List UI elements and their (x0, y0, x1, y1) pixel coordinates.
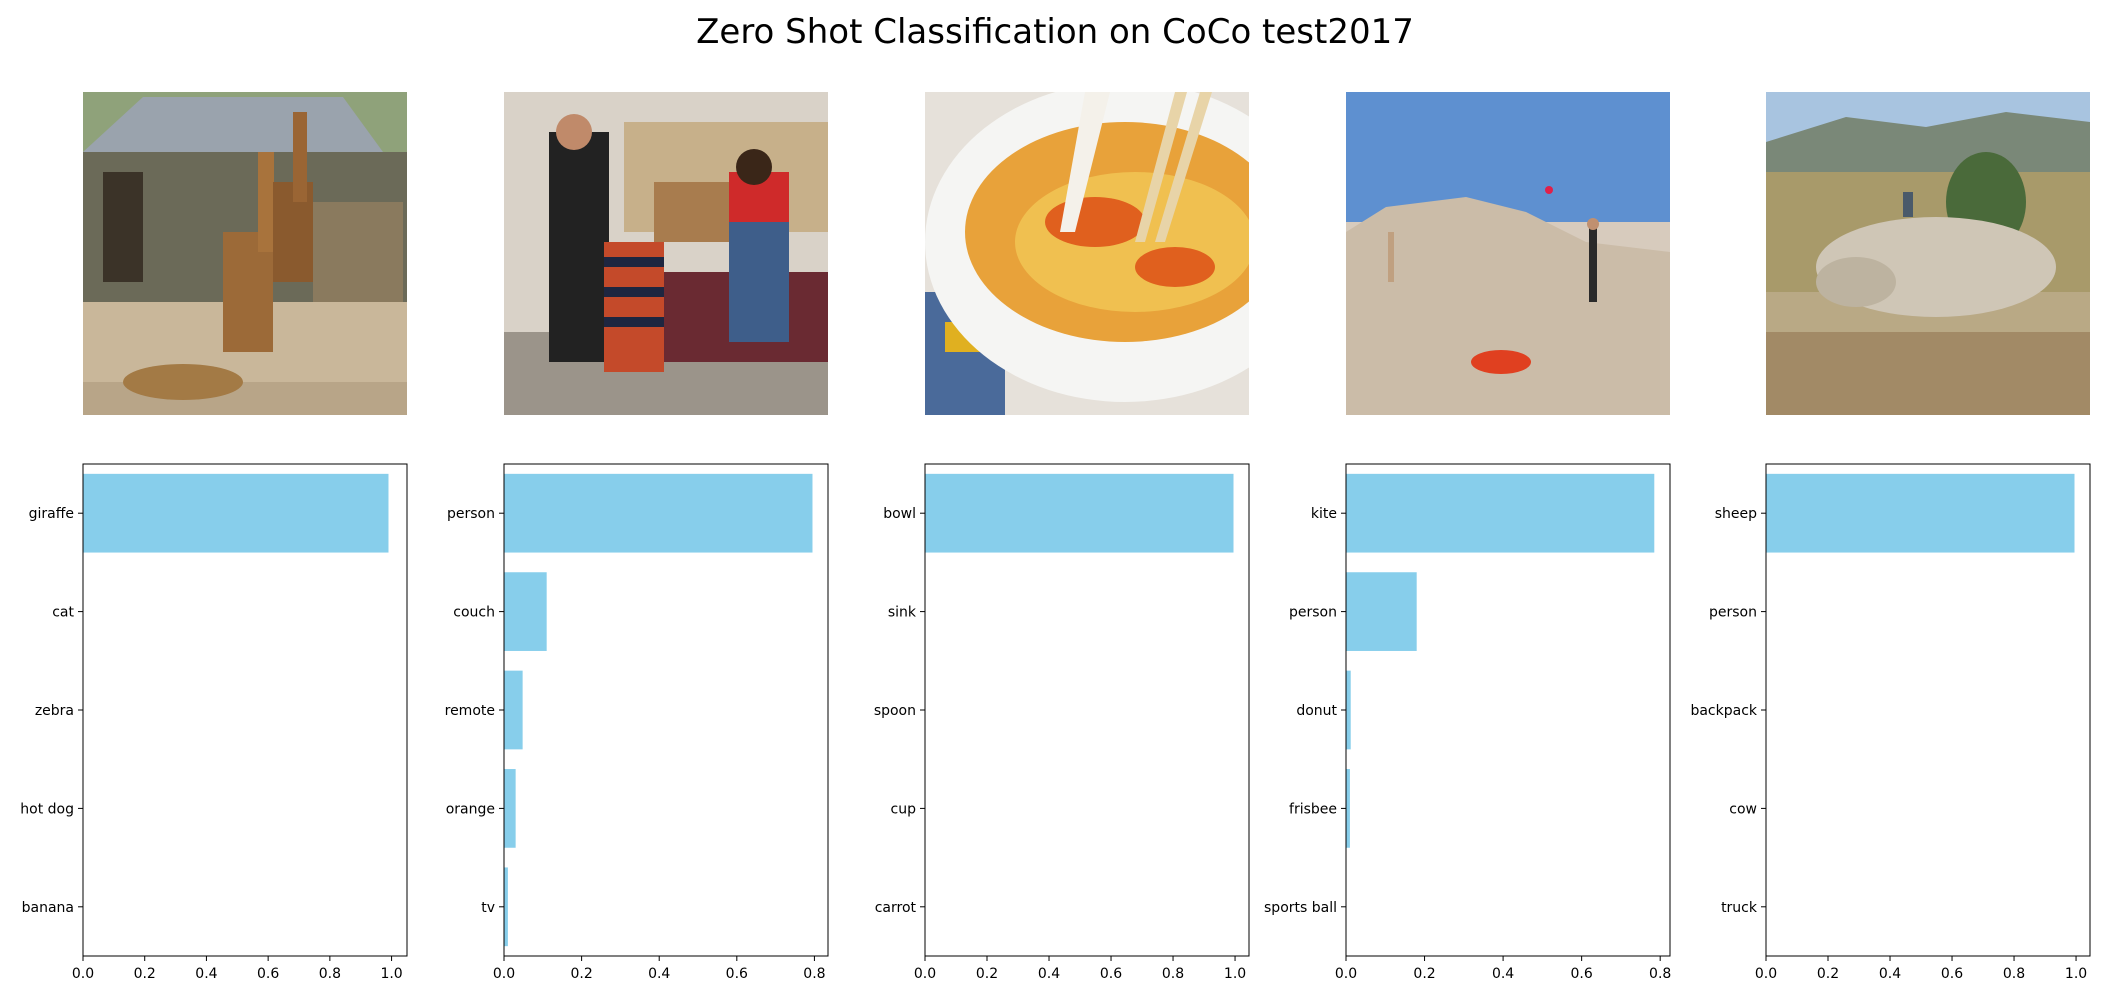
x-tick-label: 0.6 (726, 966, 748, 982)
y-tick-label: sink (888, 605, 917, 621)
y-tick-label: orange (446, 801, 495, 817)
y-tick-label: banana (22, 900, 74, 916)
x-tick-label: 0.4 (195, 966, 217, 982)
x-tick-label: 1.0 (1224, 966, 1246, 982)
bar-couch (504, 572, 547, 651)
figure-title: Zero Shot Classification on CoCo test201… (696, 12, 1414, 52)
x-tick-label: 0.2 (1413, 966, 1435, 982)
bar-frisbee (1346, 769, 1350, 848)
x-tick-label: 0.0 (72, 966, 94, 982)
x-tick-label: 0.4 (1879, 966, 1901, 982)
x-tick-label: 0.2 (570, 966, 592, 982)
y-tick-label: cat (52, 605, 74, 621)
bar-person (504, 473, 813, 553)
axes-frame (924, 463, 1250, 957)
y-tick-label: cup (891, 801, 917, 817)
y-tick-label: sports ball (1264, 900, 1337, 916)
x-tick-label: 0.0 (914, 966, 936, 982)
y-tick-label: giraffe (29, 506, 74, 522)
bar-chart-3: bowl sink spoon cup carrot 0.0 0.2 0.4 0.6 0.8 1.0 (841, 462, 1250, 992)
noodle-bowl-photo (925, 92, 1249, 415)
x-tick-label: 0.8 (1162, 966, 1184, 982)
axes-frame (1345, 463, 1671, 957)
giraffes-photo (83, 92, 407, 415)
sheep-flock-photo (1766, 92, 2090, 415)
y-tick-label: kite (1311, 506, 1337, 522)
x-tick-label: 0.6 (1571, 966, 1593, 982)
bar-chart-5: sheep person backpack cow truck 0.0 0.2 0.4 0.6 0… (1683, 462, 2091, 992)
axes-frame (503, 463, 829, 957)
x-tick-label: 0.4 (1038, 966, 1060, 982)
axes-frame (82, 463, 408, 957)
x-tick-label: 0.8 (2003, 966, 2025, 982)
bar-remote (504, 670, 523, 750)
x-tick-label: 0.6 (1100, 966, 1122, 982)
x-tick-label: 0.0 (1755, 966, 1777, 982)
bar-orange (504, 769, 516, 848)
x-tick-label: 0.6 (257, 966, 279, 982)
y-tick-label: person (447, 506, 495, 522)
bar-chart-4: kite person donut frisbee sports ball 0.0 0.2 0… (1262, 462, 1671, 992)
x-tick-label: 0.8 (319, 966, 341, 982)
y-tick-label: person (1709, 605, 1757, 621)
x-tick-label: 0.0 (1335, 966, 1357, 982)
x-tick-label: 0.8 (803, 966, 825, 982)
bar-sheep (1766, 473, 2075, 553)
y-tick-label: tv (481, 900, 495, 916)
bar-bowl (925, 473, 1234, 553)
y-tick-label: bowl (883, 506, 916, 522)
y-tick-label: backpack (1690, 703, 1757, 719)
family-playing-photo (504, 92, 828, 415)
x-tick-label: 0.2 (1817, 966, 1839, 982)
beach-kite-photo (1346, 92, 1670, 415)
x-tick-label: 0.0 (493, 966, 515, 982)
x-tick-label: 0.4 (648, 966, 670, 982)
y-tick-label: donut (1296, 703, 1337, 719)
x-tick-label: 1.0 (380, 966, 402, 982)
y-tick-label: couch (453, 605, 495, 621)
bar-kite (1346, 473, 1655, 553)
y-tick-label: frisbee (1289, 801, 1337, 817)
bar-person (1346, 572, 1417, 651)
x-tick-label: 0.6 (1941, 966, 1963, 982)
x-tick-label: 0.2 (134, 966, 156, 982)
y-tick-label: spoon (874, 703, 916, 719)
x-tick-label: 0.8 (1649, 966, 1671, 982)
x-tick-label: 0.2 (976, 966, 998, 982)
y-tick-label: cow (1729, 801, 1757, 817)
bar-donut (1346, 670, 1351, 750)
axes-frame (1765, 463, 2091, 957)
bar-chart-2: person couch remote orange tv 0.0 0.2 0.4 0.6 0.8 (420, 462, 829, 992)
y-tick-label: carrot (875, 900, 917, 916)
x-tick-label: 0.4 (1492, 966, 1514, 982)
y-tick-label: zebra (35, 703, 74, 719)
bar-giraffe (83, 473, 389, 553)
y-tick-label: sheep (1715, 506, 1757, 522)
y-tick-label: hot dog (20, 801, 74, 817)
y-tick-label: person (1289, 605, 1337, 621)
x-tick-label: 1.0 (2065, 966, 2087, 982)
bar-tv (504, 867, 508, 947)
y-tick-label: remote (445, 703, 495, 719)
y-tick-label: truck (1721, 900, 1758, 916)
bar-chart-1: giraffe cat zebra hot dog banana 0.0 0.2 0.4 0.6… (0, 462, 408, 992)
